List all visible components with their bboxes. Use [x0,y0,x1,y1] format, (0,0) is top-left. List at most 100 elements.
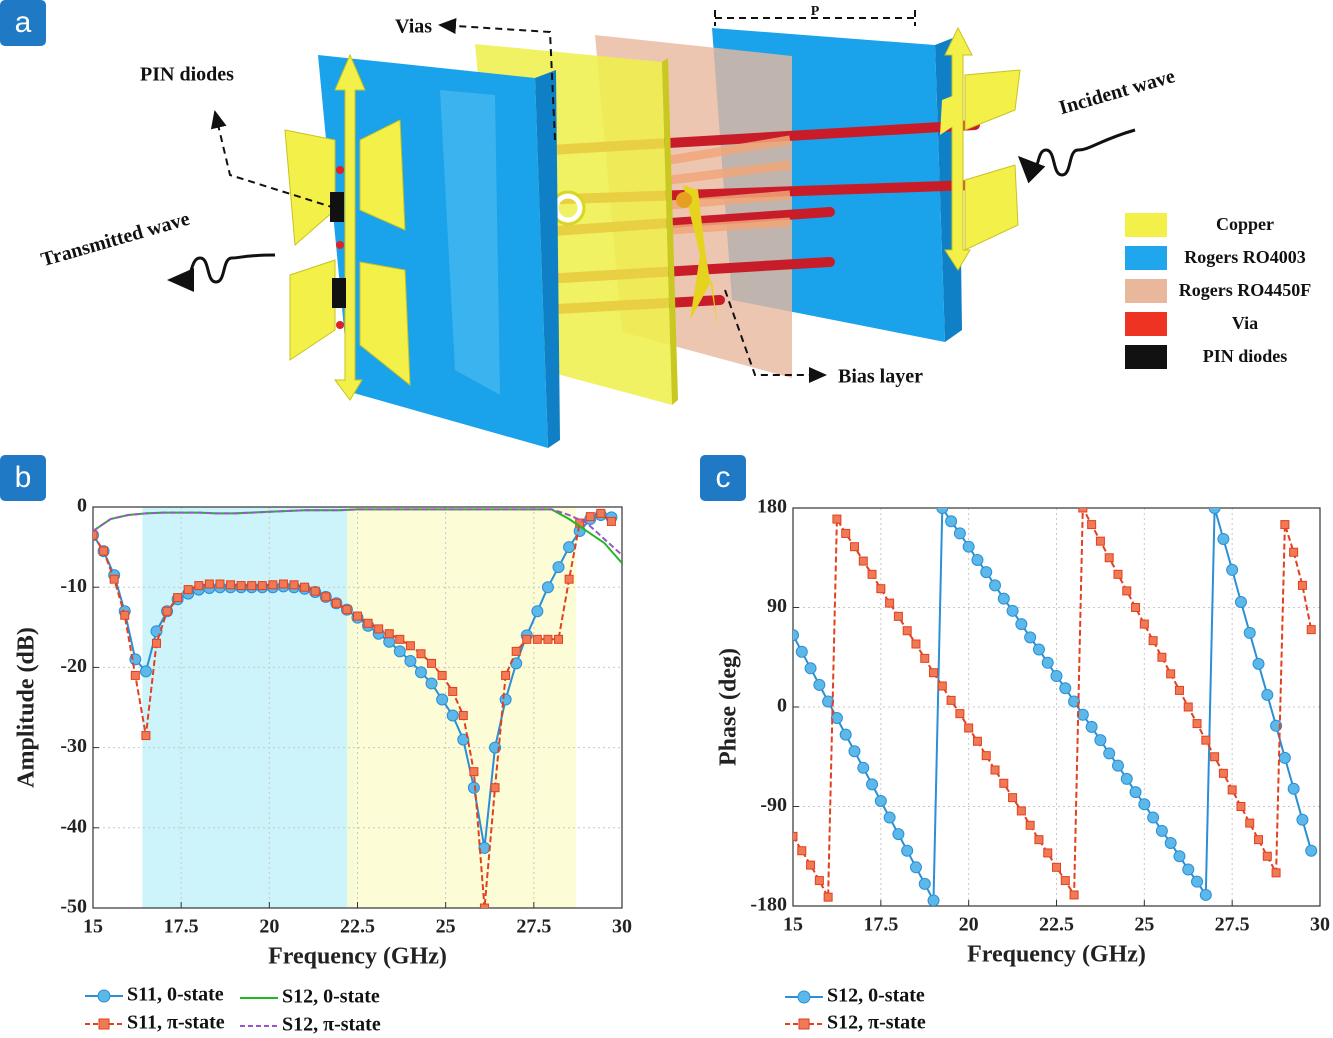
data-point [1243,626,1256,639]
x-tick-label: 20 [259,916,279,938]
data-point [469,767,479,777]
data-point [425,677,438,690]
y-tick-label: -90 [760,794,787,816]
data-point [1060,876,1070,886]
legend-label: Copper [1216,214,1274,234]
data-point [1157,652,1167,662]
data-point [331,598,341,608]
panel-letter: b [15,461,32,494]
structure-diagram: Vias P PIN diodes Incident wave Transmit… [39,4,1178,448]
data-point [363,618,373,628]
data-point [981,751,991,761]
shaded-region [142,507,354,908]
data-point [1095,536,1105,546]
data-point [1006,604,1019,617]
x-axis-title: Frequency (GHz) [268,944,447,970]
data-point [918,877,931,890]
y-tick-label: -20 [60,655,87,677]
data-point [194,581,204,591]
legend-swatch [1125,213,1167,237]
data-point [606,516,616,526]
legend-label: S12, 0-state [827,985,925,1007]
legend-label: PIN diodes [1203,346,1288,366]
data-point [1025,820,1035,830]
data-point [1164,836,1177,849]
data-point [501,670,511,680]
data-point [247,581,257,591]
data-point [1296,813,1309,826]
x-tick-label: 25 [436,916,456,938]
data-point [795,645,808,658]
data-point [1041,656,1054,669]
data-point [1192,719,1202,729]
y-tick-label: -10 [60,575,87,597]
data-point [1147,811,1160,824]
vias-label: Vias [395,16,432,38]
data-point [268,580,278,590]
data-point [1139,619,1149,629]
data-point [278,579,288,589]
y-axis-title: Amplitude (dB) [14,627,40,788]
data-point [404,654,417,667]
data-point [857,761,870,774]
data-point [1208,508,1221,514]
data-point [511,646,521,656]
data-point [945,515,958,528]
panel-label-b: b [0,455,46,501]
data-point [1120,772,1133,785]
data-point [1129,786,1142,799]
legend-marker [97,989,111,1003]
data-point [876,584,886,594]
data-point [1103,747,1116,760]
data-point [893,611,903,621]
data-point [1104,553,1114,563]
data-point [1226,563,1239,576]
panel-letter: a [15,6,32,39]
data-point [883,811,896,824]
data-point [953,527,966,540]
panel-label-a: a [0,0,46,46]
data-point [832,514,842,524]
data-point [374,624,384,634]
legend-label: Rogers RO4450F [1179,280,1311,300]
data-point [99,546,109,556]
plot: 15 17.5 20 22.5 25 27.5 30 -180 -90 0 90 180 Frequen… [716,496,1331,1034]
axes-frame [92,506,623,909]
data-point [120,610,130,620]
transmitted-wave-label: Transmitted wave [39,208,193,271]
data-point [1094,734,1107,747]
data-point [457,733,470,746]
data-point [446,709,459,722]
data-point [909,861,922,874]
x-tick-label: 20 [959,914,979,936]
y-tick-label: -40 [60,815,87,837]
data-point [384,629,394,639]
data-point [1227,785,1237,795]
x-axis-title: Frequency (GHz) [967,942,1146,968]
data-point [130,670,140,680]
data-point [1024,631,1037,644]
data-point [830,712,843,725]
data-point [866,778,879,791]
data-point [964,723,974,733]
data-point [93,530,98,540]
legend-swatch [1125,246,1167,270]
data-point [109,574,119,584]
data-point [1183,702,1193,712]
data-point [920,653,930,663]
data-point [150,625,163,638]
data-point [531,605,544,618]
data-point [552,561,565,574]
data-point [1131,603,1141,612]
axes-frame [792,507,1321,907]
data-point [405,641,415,651]
material-legend: Copper Rogers RO4003 Rogers RO4450F Via PIN … [1125,213,1311,369]
data-point [1261,688,1274,701]
data-point [183,585,193,595]
data-point [1234,595,1247,608]
legend-swatch [1125,312,1167,336]
data-point [490,783,500,793]
data-point [793,629,799,642]
data-point [236,581,246,591]
x-tick-label: 17.5 [863,914,898,936]
